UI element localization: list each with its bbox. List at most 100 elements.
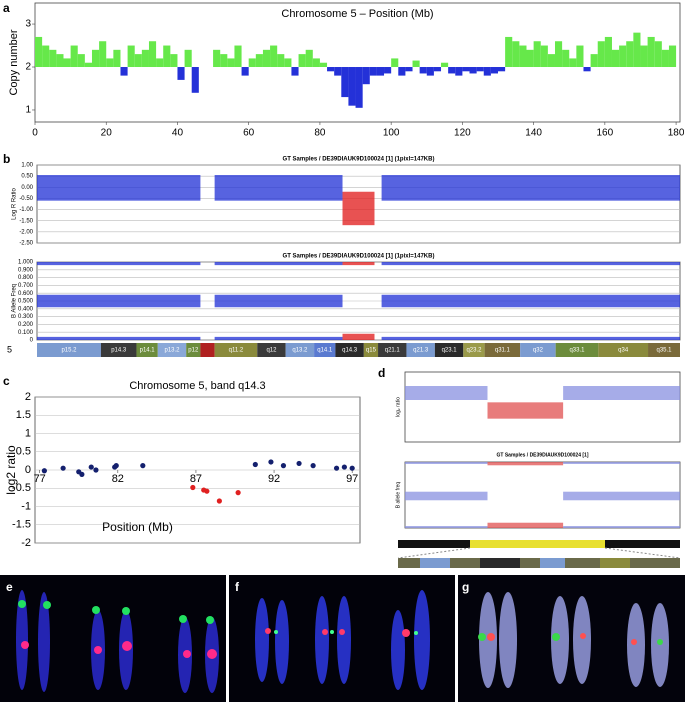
- bar: [654, 41, 662, 68]
- chart-title: GT Samples / DE39DIAUK9D100024 [1] (1pix…: [283, 254, 435, 260]
- y-tick-label: 1.5: [16, 409, 31, 421]
- bar: [533, 41, 541, 68]
- point-cloud: [214, 262, 343, 266]
- bar: [611, 49, 620, 68]
- point: [280, 463, 287, 469]
- point-cloud: [342, 262, 375, 266]
- d-ideogram: [397, 540, 681, 568]
- point-cloud: [37, 336, 201, 340]
- y-tick-label: -0.50: [19, 196, 33, 202]
- point-cloud: [563, 386, 680, 400]
- y-tick-label: 0.600: [18, 291, 34, 297]
- point-cloud: [381, 336, 680, 340]
- band-label: q21.3: [413, 348, 429, 354]
- point-cloud: [37, 262, 201, 266]
- panel-label: d: [378, 366, 385, 380]
- ideogram-band: [363, 343, 379, 357]
- point-cloud: [563, 462, 680, 464]
- x-tick-label: 120: [454, 128, 471, 139]
- chart-title: GT Samples / DE39DIAUK9D100024 [1] (1pix…: [283, 157, 435, 163]
- bar: [448, 67, 456, 74]
- point-cloud: [405, 462, 488, 464]
- point: [268, 459, 274, 465]
- bar: [512, 41, 520, 68]
- point-cloud: [342, 333, 375, 340]
- bar: [647, 36, 655, 68]
- bar: [583, 67, 591, 72]
- y-axis-label: log2 ratio: [4, 445, 18, 495]
- band-label: q14.1: [317, 348, 333, 354]
- bar: [312, 58, 320, 68]
- x-tick-label: 100: [383, 128, 400, 139]
- bar: [319, 62, 328, 68]
- bar: [156, 58, 164, 68]
- band-label: q23.2: [466, 348, 482, 354]
- panel-label: f: [235, 580, 240, 594]
- bar: [668, 45, 677, 68]
- panel-label: c: [3, 374, 10, 388]
- bar: [405, 67, 413, 72]
- micrograph-g: g: [458, 575, 685, 702]
- bar: [398, 67, 406, 76]
- point-cloud: [37, 294, 201, 308]
- x-tick-label: 92: [268, 473, 280, 485]
- bar: [441, 62, 449, 68]
- bar: [505, 36, 513, 68]
- y-tick-label: 3: [25, 19, 31, 30]
- point-cloud: [381, 294, 680, 308]
- point: [252, 461, 258, 468]
- band-label: q21.1: [385, 348, 401, 354]
- ideogram-band: [136, 343, 158, 357]
- point: [341, 464, 347, 470]
- point-cloud: [487, 462, 564, 466]
- bar: [476, 67, 484, 72]
- x-tick-label: 82: [112, 473, 124, 485]
- bar: [597, 41, 605, 68]
- bar: [106, 58, 114, 68]
- bar: [519, 45, 527, 68]
- ideogram-band: [463, 343, 485, 357]
- y-tick-label: 1.00: [21, 163, 33, 169]
- bar: [576, 45, 584, 68]
- y-tick-label: 0.700: [18, 283, 34, 289]
- point-cloud: [405, 526, 488, 528]
- bar: [626, 41, 634, 68]
- bar: [148, 41, 157, 68]
- y-tick-label: -1: [21, 500, 31, 512]
- x-tick-label: 20: [101, 128, 113, 139]
- y-tick-label: 1: [25, 105, 31, 116]
- point: [333, 465, 340, 471]
- band-label: p12: [188, 348, 199, 354]
- ideogram-band: [37, 343, 101, 357]
- bar: [213, 49, 221, 68]
- bar: [498, 67, 506, 72]
- bar: [426, 67, 434, 76]
- bar: [134, 54, 142, 68]
- ideogram-band: [598, 343, 649, 357]
- bar: [590, 54, 598, 68]
- y-tick-label: -0.5: [12, 482, 31, 494]
- point-cloud: [37, 175, 201, 201]
- y-tick-label: -1.00: [19, 207, 33, 213]
- bar: [113, 49, 121, 68]
- bar: [633, 32, 641, 68]
- bar: [191, 67, 199, 93]
- y-tick-label: 0.500: [18, 299, 34, 305]
- point-cloud: [214, 336, 343, 340]
- band-label: q15: [366, 348, 377, 354]
- bar: [362, 67, 370, 85]
- y-axis-label: Copy number: [8, 29, 20, 95]
- band-label: p13.2: [164, 348, 180, 354]
- bar: [234, 45, 242, 68]
- y-tick-label: 0.900: [18, 267, 34, 273]
- y-tick-label: 0.00: [21, 185, 33, 191]
- bar: [42, 45, 50, 68]
- y-tick-label: 0.300: [18, 314, 34, 320]
- y-axis-label: log₂ ratio: [395, 397, 401, 417]
- bar: [490, 67, 499, 74]
- x-axis-label: Position (Mb): [102, 520, 173, 534]
- ideogram-band: [285, 343, 315, 357]
- band-label: q23.1: [442, 348, 458, 354]
- bar: [220, 54, 228, 68]
- y-tick-label: 0.100: [18, 330, 34, 336]
